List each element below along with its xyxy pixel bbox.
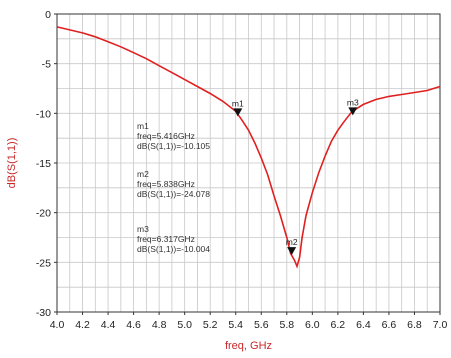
y-tick-label: -15 [36,158,51,170]
grid [56,13,441,313]
x-tick-label: 6.8 [407,319,422,331]
marker-m2 [287,247,297,256]
marker-annotations: m1freq=5.416GHzdB(S(1,1))=-10.105m2freq=… [137,121,210,254]
y-tick-label: -20 [36,208,51,220]
y-axis-label: dB(S(1,1)) [6,138,18,189]
marker-m1 [233,108,243,117]
x-axis-label: freq, GHz [225,340,272,352]
x-tick-labels: 4.0 4.2 4.4 4.6 4.8 5.0 5.2 5.4 5.6 5.8 6.0 6.2 6.4 6… [50,312,448,331]
y-tick-label: -10 [36,108,51,120]
x-tick-label: 4.6 [126,319,141,331]
y-tick-label: 0 [45,9,51,21]
marker-label-m3: m3 [347,97,359,107]
annotation-m1-line: dB(S(1,1))=-10.105 [137,141,210,151]
annotation-m3-line: dB(S(1,1))=-10.004 [137,244,210,254]
x-tick-label: 6.6 [382,319,397,331]
x-tick-label: 5.2 [203,319,218,331]
marker-m3 [348,107,358,116]
x-tick-label: 6.2 [331,319,346,331]
markers: m1 m2 m3 [232,97,359,256]
y-tick-label: -30 [36,307,51,319]
marker-label-m1: m1 [232,98,244,108]
annotation-m2-line: m2 [137,169,149,179]
y-tick-label: -5 [42,59,51,71]
x-tick-label: 6.4 [356,319,371,331]
x-tick-label: 4.0 [50,319,65,331]
x-tick-label: 5.0 [177,319,192,331]
y-tick-labels: 0 -5 -10 -15 -20 -25 -30 [36,9,57,319]
x-tick-label: 4.2 [75,319,90,331]
y-tick-label: -25 [36,257,51,269]
annotation-m3-line: m3 [137,224,149,234]
x-tick-label: 6.0 [305,319,320,331]
annotation-m3-line: freq=6.317GHz [137,234,195,244]
annotation-m1-line: freq=5.416GHz [137,131,195,141]
annotation-m2-line: dB(S(1,1))=-24.078 [137,189,210,199]
x-tick-label: 4.4 [101,319,116,331]
marker-label-m2: m2 [286,237,298,247]
x-tick-label: 4.8 [152,319,167,331]
x-tick-label: 7.0 [433,319,448,331]
x-tick-label: 5.6 [254,319,269,331]
x-tick-label: 5.4 [228,319,243,331]
annotation-m1-line: m1 [137,121,149,131]
annotation-m2-line: freq=5.838GHz [137,179,195,189]
x-tick-label: 5.8 [279,319,294,331]
